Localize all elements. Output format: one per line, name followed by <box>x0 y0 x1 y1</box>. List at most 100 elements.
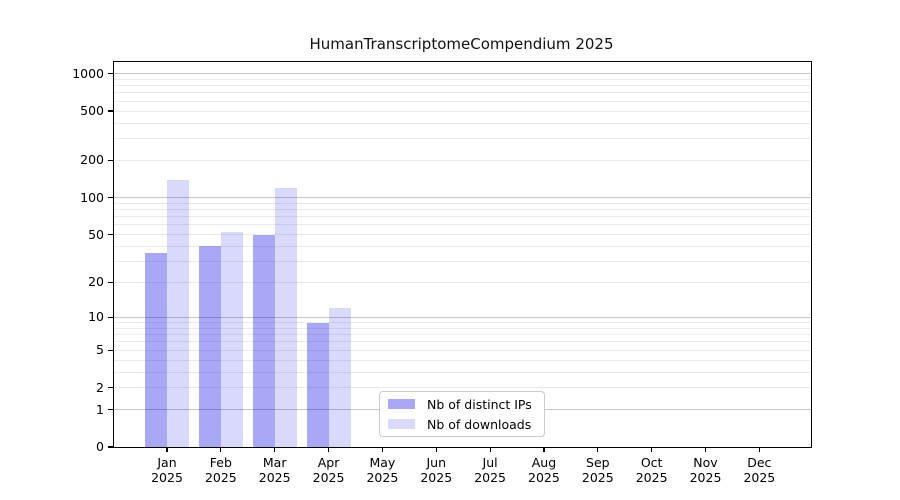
y-tick-mark <box>108 233 113 236</box>
x-tick-mark <box>704 448 707 452</box>
x-tick-label-year: 2025 <box>312 470 345 485</box>
bar-nb-of-downloads <box>220 232 243 447</box>
minor-gridline <box>114 209 811 210</box>
x-tick-mark <box>220 448 222 452</box>
x-tick-label-year: 2025 <box>258 470 291 485</box>
minor-gridline <box>114 216 811 218</box>
x-tick-label-month: Mar <box>262 455 287 470</box>
y-tick-label: 500 <box>80 103 104 119</box>
minor-gridline <box>114 245 811 247</box>
x-tick-label-year: 2025 <box>474 470 506 485</box>
x-tick-label-month: Jun <box>426 455 447 470</box>
minor-gridline <box>114 371 811 373</box>
y-tick-mark <box>108 281 113 284</box>
bar-nb-of-downloads <box>328 308 351 447</box>
x-tick-label-month: Sep <box>586 455 610 470</box>
x-tick-label-month: Jan <box>157 455 177 470</box>
minor-gridline <box>114 334 811 336</box>
x-tick-label-month: Jul <box>482 455 498 470</box>
minor-gridline <box>114 202 811 204</box>
major-gridline <box>114 73 811 75</box>
y-tick-label: 5 <box>96 342 104 358</box>
legend-label: Nb of downloads <box>427 416 532 432</box>
minor-gridline <box>114 138 811 140</box>
y-tick-label: 1000 <box>72 65 104 81</box>
minor-gridline <box>114 281 811 283</box>
x-tick-label-month: Aug <box>531 455 557 470</box>
y-tick-label: 100 <box>80 189 104 205</box>
minor-gridline <box>114 110 811 112</box>
plot-area: 0 1 2 5 10 20 50 100 200 500 1000 Jan 2025 Feb 2025 Ma… <box>72 61 812 485</box>
minor-gridline <box>114 78 811 80</box>
y-tick-label: 2 <box>96 379 104 395</box>
major-gridline <box>114 316 811 318</box>
minor-gridline <box>114 234 811 235</box>
legend-item: Nb of distinct IPs <box>388 396 536 412</box>
x-tick-label-month: Nov <box>693 455 718 470</box>
y-tick-mark <box>108 316 113 318</box>
x-tick-label-year: 2025 <box>635 470 668 485</box>
x-tick-mark <box>327 448 330 452</box>
y-tick-mark <box>108 196 113 199</box>
x-tick-label-month: Dec <box>747 455 772 470</box>
minor-gridline <box>114 224 811 226</box>
x-tick-label-year: 2025 <box>528 470 560 485</box>
minor-gridline <box>114 349 811 351</box>
minor-gridline <box>114 322 811 324</box>
y-tick-mark <box>108 159 113 161</box>
x-tick-mark <box>489 448 491 452</box>
minor-gridline <box>114 359 811 361</box>
chart-title: HumanTranscriptomeCompendium 2025 <box>309 35 614 53</box>
y-tick-label: 50 <box>88 226 104 242</box>
minor-gridline <box>114 260 811 262</box>
bar-nb-of-distinct-ips <box>145 253 167 447</box>
x-tick-label-year: 2025 <box>743 470 776 485</box>
bar-nb-of-distinct-ips <box>306 322 329 447</box>
x-tick-mark <box>651 448 653 452</box>
minor-gridline <box>114 327 811 329</box>
x-tick-mark <box>381 448 383 452</box>
x-tick-mark <box>274 448 276 452</box>
x-tick-label-month: Feb <box>209 455 232 470</box>
x-tick-label-month: Apr <box>317 455 340 470</box>
x-tick-label-month: May <box>369 455 396 470</box>
y-tick-label: 200 <box>80 152 104 168</box>
bar-nb-of-distinct-ips <box>198 246 221 447</box>
legend-swatch-downloads <box>388 419 415 429</box>
minor-gridline <box>114 85 811 87</box>
minor-gridline <box>114 159 811 161</box>
x-tick-label-year: 2025 <box>151 470 183 485</box>
y-tick-label: 1 <box>96 401 104 417</box>
legend-item: Nb of downloads <box>388 416 536 432</box>
x-tick-label-year: 2025 <box>204 470 237 485</box>
bar-nb-of-downloads <box>167 179 189 447</box>
legend: Nb of distinct IPs Nb of downloads <box>379 391 545 437</box>
x-tick-label-year: 2025 <box>420 470 453 485</box>
bar-nb-of-downloads <box>274 187 297 447</box>
minor-gridline <box>114 122 811 124</box>
y-tick-mark <box>108 349 113 351</box>
y-tick-label: 20 <box>88 274 104 290</box>
y-tick-mark <box>108 446 113 448</box>
minor-gridline <box>114 92 811 94</box>
y-tick-label: 10 <box>88 309 104 325</box>
major-gridline <box>114 197 811 199</box>
legend-swatch-distinct-ips <box>388 399 415 409</box>
x-tick-label-year: 2025 <box>689 470 722 485</box>
y-tick-label: 0 <box>96 439 104 454</box>
x-tick-label-year: 2025 <box>366 470 399 485</box>
x-tick-mark <box>597 448 599 452</box>
minor-gridline <box>114 387 811 389</box>
y-tick-mark <box>108 387 113 389</box>
x-tick-mark <box>758 448 760 452</box>
x-tick-mark <box>435 448 437 452</box>
x-tick-mark <box>543 448 545 452</box>
y-tick-mark <box>108 110 113 112</box>
minor-gridline <box>114 100 811 102</box>
x-tick-label-year: 2025 <box>581 470 614 485</box>
minor-gridline <box>114 341 811 343</box>
x-tick-label-month: Oct <box>640 455 663 470</box>
legend-label: Nb of distinct IPs <box>427 396 532 412</box>
x-tick-mark <box>166 448 168 452</box>
